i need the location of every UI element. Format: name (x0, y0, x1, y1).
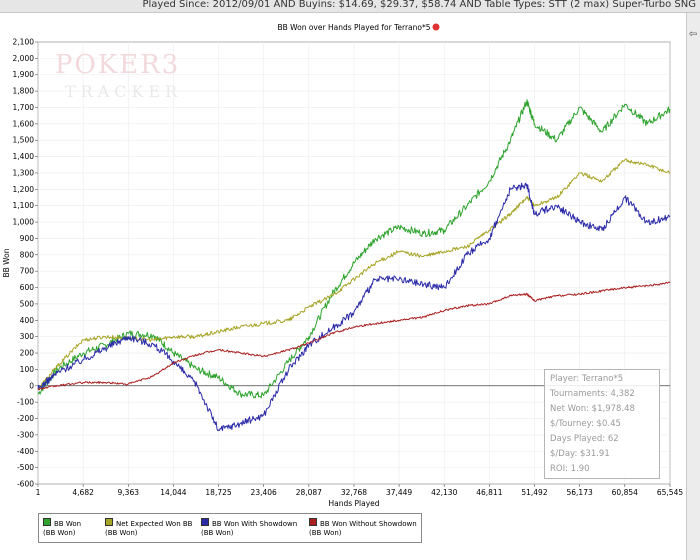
stat-net-won: Net Won: $1,978.48 (550, 404, 635, 414)
x-tick-label: 1 (36, 488, 41, 497)
legend-item-without-showdown[interactable]: BB Won Without Showdown (BB Won) (309, 518, 417, 538)
y-tick-label: 200 (20, 349, 35, 358)
filter-text: Played Since: 2012/09/01 AND Buyins: $14… (142, 0, 696, 10)
legend-unit: (BB Won) (309, 529, 342, 537)
y-tick-label: 1,400 (13, 152, 35, 161)
x-axis: 1 4,682 9,363 14,044 18,725 23,406 28,087 32,76… (36, 484, 683, 497)
x-tick-label: 37,449 (386, 488, 412, 497)
y-tick-label: 1,200 (13, 185, 35, 194)
y-tick-label: -200 (17, 414, 34, 423)
y-tick-label: 400 (20, 316, 35, 325)
legend-item-net-expected[interactable]: Net Expected Won BB (BB Won) (105, 518, 192, 538)
y-tick-label: 700 (20, 267, 35, 276)
y-tick-label: 0 (29, 381, 34, 390)
stat-player: Player: Terrano*5 (550, 374, 624, 384)
stat-tournaments: Tournaments: 4,382 (550, 389, 635, 399)
stat-per-day: $/Day: $31.91 (550, 449, 610, 459)
logo-poker-text: POKER3 (55, 50, 181, 80)
x-tick-label: 14,044 (160, 488, 186, 497)
y-tick-label: 100 (20, 365, 35, 374)
series-line-2 (37, 182, 671, 432)
x-tick-label: 60,854 (612, 488, 638, 497)
y-axis-label: BB Won (2, 248, 11, 277)
stats-panel: Player: Terrano*5 Tournaments: 4,382 Net… (544, 369, 660, 479)
y-tick-label: 300 (20, 332, 35, 341)
y-tick-label: 1,300 (13, 168, 35, 177)
y-tick-label: 800 (20, 250, 35, 259)
legend-unit: (BB Won) (201, 529, 234, 537)
legend-label: BB Won (54, 520, 82, 528)
legend-unit: (BB Won) (105, 529, 138, 537)
legend-item-with-showdown[interactable]: BB Won With Showdown (BB Won) (201, 518, 297, 538)
x-tick-label: 9,363 (118, 488, 140, 497)
chart: BB Won over Hands Played for Terrano*5 2… (2, 23, 683, 508)
x-tick-label: 51,492 (521, 488, 547, 497)
y-tick-label: 1,500 (13, 136, 35, 145)
legend-label: Net Expected Won BB (116, 520, 193, 528)
legend-label: BB Won With Showdown (212, 520, 298, 528)
x-tick-label: 42,130 (431, 488, 457, 497)
y-tick-label: 1,600 (13, 119, 35, 128)
x-axis-label: Hands Played (328, 499, 379, 508)
x-tick-label: 28,087 (296, 488, 322, 497)
y-tick-label: 500 (20, 299, 35, 308)
y-tick-label: 1,900 (13, 70, 35, 79)
series-line-3 (37, 281, 671, 391)
legend-swatch (105, 518, 113, 526)
y-axis: 2,100 2,000 1,900 1,800 1,700 1,600 1,500 1,400… (13, 38, 38, 489)
y-tick-label: 1,700 (13, 103, 35, 112)
legend-unit: (BB Won) (43, 529, 76, 537)
legend-swatch (43, 518, 51, 526)
x-tick-label: 18,725 (205, 488, 231, 497)
x-tick-label: 4,682 (72, 488, 94, 497)
stat-roi: ROI: 1.90 (550, 464, 590, 474)
series-line-0 (37, 99, 671, 399)
y-tick-label: 2,000 (13, 54, 35, 63)
y-tick-label: 900 (20, 234, 35, 243)
chart-title: BB Won over Hands Played for Terrano*5 (277, 23, 430, 32)
side-panel: ⇦ (686, 13, 700, 560)
legend: BB Won (BB Won) Net Expected Won BB (BB … (38, 513, 422, 543)
x-tick-label: 56,173 (567, 488, 593, 497)
filter-bar: Played Since: 2012/09/01 AND Buyins: $14… (0, 0, 700, 13)
series-line-1 (37, 158, 671, 390)
y-tick-label: 1,800 (13, 87, 35, 96)
stat-days-played: Days Played: 62 (550, 434, 619, 444)
y-tick-label: 1,100 (13, 201, 35, 210)
left-arrow-icon[interactable]: ⇦ (688, 29, 698, 40)
y-tick-label: -400 (17, 447, 34, 456)
y-tick-label: -600 (17, 480, 34, 489)
stat-per-tourney: $/Tourney: $0.45 (550, 419, 621, 429)
y-tick-label: 2,100 (13, 38, 35, 47)
y-tick-label: -100 (17, 398, 34, 407)
logo-tracker-text: TRACKER (65, 82, 183, 101)
y-tick-label: 1,000 (13, 218, 35, 227)
x-tick-label: 65,545 (657, 488, 683, 497)
x-tick-label: 46,811 (476, 488, 502, 497)
legend-label: BB Won Without Showdown (320, 520, 417, 528)
x-tick-label: 32,768 (341, 488, 367, 497)
legend-swatch (309, 518, 317, 526)
y-tick-label: 600 (20, 283, 35, 292)
legend-swatch (201, 518, 209, 526)
y-tick-label: -500 (17, 463, 34, 472)
x-tick-label: 23,406 (251, 488, 277, 497)
poker-chip-icon (432, 23, 440, 31)
y-tick-label: -300 (17, 430, 34, 439)
legend-item-bb-won[interactable]: BB Won (BB Won) (43, 518, 81, 538)
series-layer (37, 99, 671, 432)
